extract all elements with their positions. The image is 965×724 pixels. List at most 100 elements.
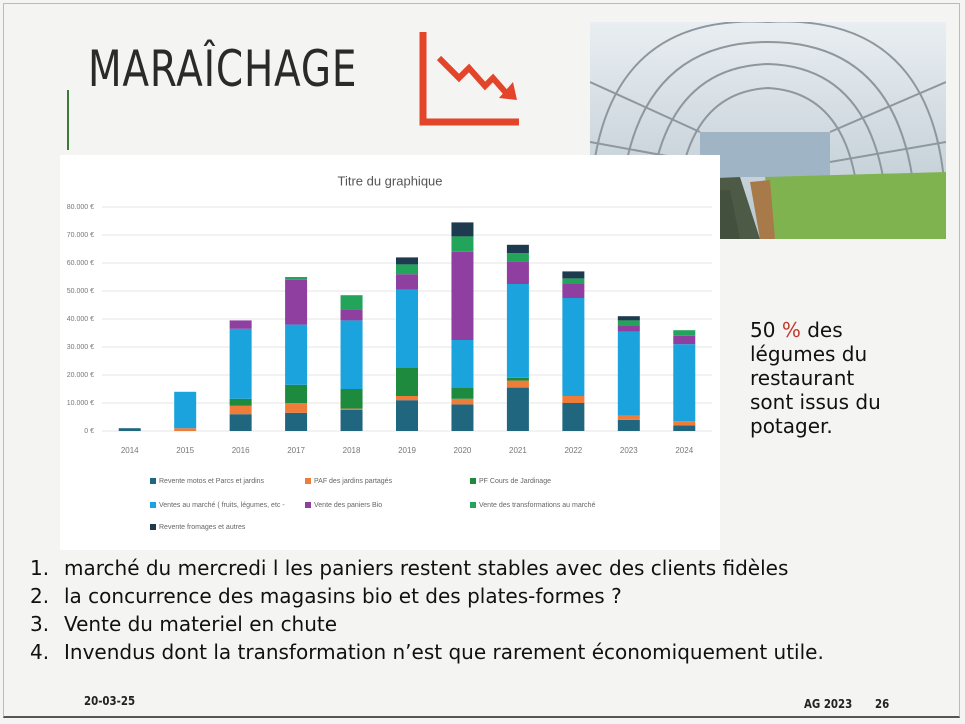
chart-title: Titre du graphique: [337, 173, 442, 188]
frame: [3, 3, 960, 718]
legend-label: PF Cours de Jardinage: [479, 478, 551, 485]
item-text: la concurrence des magasins bio et des p…: [64, 584, 622, 608]
item-number: 2.: [30, 584, 50, 608]
bar-segment: [285, 279, 308, 325]
bar-segment: [229, 398, 252, 406]
legend-label: Vente des paniers Bio: [314, 502, 382, 509]
bar-segment: [396, 289, 418, 368]
legend-swatch: [150, 502, 156, 508]
bar-segment: [340, 410, 363, 431]
bar-segment: [340, 408, 363, 410]
bar-segment: [506, 377, 529, 381]
bar-segment: [396, 257, 418, 265]
x-tick-label: 2022: [564, 446, 582, 455]
x-tick-label: 2024: [675, 446, 693, 455]
bar-segment: [285, 403, 308, 413]
x-tick-label: 2021: [509, 446, 527, 455]
bar-segment: [673, 344, 696, 422]
note-line: légumes du: [750, 342, 868, 366]
item-number: 3.: [30, 612, 50, 636]
accent-bar: [67, 90, 69, 150]
legend-label: Revente motos et Parcs et jardins: [159, 478, 265, 485]
item-text: marché du mercredi l les paniers restent…: [64, 556, 789, 580]
legend-swatch: [470, 478, 476, 484]
footer-event: AG 2023: [804, 697, 853, 711]
note-line: sont issus du: [750, 390, 881, 414]
x-tick-label: 2023: [620, 446, 638, 455]
bar-segment: [673, 421, 696, 426]
bar-segment: [617, 415, 640, 420]
unit: %: [781, 318, 801, 342]
bar-segment: [285, 412, 308, 431]
bar-segment: [396, 264, 418, 275]
bar-segment: [673, 330, 696, 336]
item-number: 4.: [30, 640, 50, 664]
x-tick-label: 2020: [454, 446, 472, 455]
bar-segment: [396, 368, 418, 396]
legend-swatch: [150, 524, 156, 530]
bar-segment: [174, 428, 197, 431]
bar-segment: [285, 324, 308, 385]
x-tick-label: 2014: [121, 446, 139, 455]
side-note: 50 % des légumes du restaurant sont issu…: [750, 318, 881, 438]
bar-segment: [396, 400, 418, 431]
legend-swatch: [470, 502, 476, 508]
bar-segment: [285, 277, 308, 280]
item-number: 1.: [30, 556, 50, 580]
item-text: Vente du materiel en chute: [64, 612, 338, 636]
trend-icon: [419, 32, 519, 126]
note-line: restaurant: [750, 366, 855, 390]
bar-segment: [673, 335, 696, 345]
y-tick-label: 50.000 €: [67, 288, 94, 295]
bar-segment: [506, 261, 529, 284]
bar-segment: [617, 320, 640, 326]
bar-segment: [340, 320, 363, 389]
legend-swatch: [150, 478, 156, 484]
x-tick-label: 2019: [398, 446, 416, 455]
slide-title: MARAÎCHAGE: [88, 40, 358, 98]
y-tick-label: 40.000 €: [67, 316, 94, 323]
bar-segment: [340, 309, 363, 321]
bar-segment: [562, 278, 585, 284]
bar-segment: [617, 326, 640, 332]
highlight: 50: [750, 318, 776, 342]
bar-segment: [562, 396, 585, 403]
y-tick-label: 60.000 €: [67, 260, 94, 267]
bar-segment: [506, 244, 529, 254]
bar-segment: [396, 274, 418, 290]
item-text: Invendus dont la transformation n’est qu…: [64, 640, 824, 664]
note-line: potager.: [750, 414, 833, 438]
bar-segment: [506, 284, 529, 378]
bar-segment: [562, 298, 585, 396]
bar-segment: [617, 316, 640, 321]
list-item: 2. la concurrence des magasins bio et des…: [30, 584, 824, 612]
footer-page: 26: [875, 697, 890, 711]
bar-segment: [396, 396, 418, 401]
bar-segment: [229, 320, 252, 329]
y-tick-label: 0 €: [84, 428, 94, 435]
bar-segment: [118, 428, 141, 431]
y-tick-label: 80.000 €: [67, 204, 94, 211]
bar-segment: [562, 284, 585, 298]
bar-segment: [451, 222, 474, 237]
legend-label: Vente des transformations au marché: [479, 502, 595, 509]
bar-segment: [340, 295, 363, 310]
bar-segment: [229, 405, 252, 415]
list: 1. marché du mercredi l les paniers reste…: [30, 556, 824, 668]
footer-date: 20-03-25: [84, 694, 136, 708]
bar-segment: [562, 403, 585, 431]
x-tick-label: 2017: [287, 446, 305, 455]
bar-segment: [617, 331, 640, 416]
legend-swatch: [305, 478, 311, 484]
bar-segment: [451, 236, 474, 252]
x-tick-label: 2018: [343, 446, 361, 455]
list-item: 1. marché du mercredi l les paniers reste…: [30, 556, 824, 584]
bar-segment: [451, 387, 474, 399]
y-tick-label: 30.000 €: [67, 344, 94, 351]
y-tick-label: 20.000 €: [67, 372, 94, 379]
x-tick-label: 2015: [176, 446, 194, 455]
note-line: des: [807, 318, 843, 342]
bar-segment: [285, 384, 308, 403]
